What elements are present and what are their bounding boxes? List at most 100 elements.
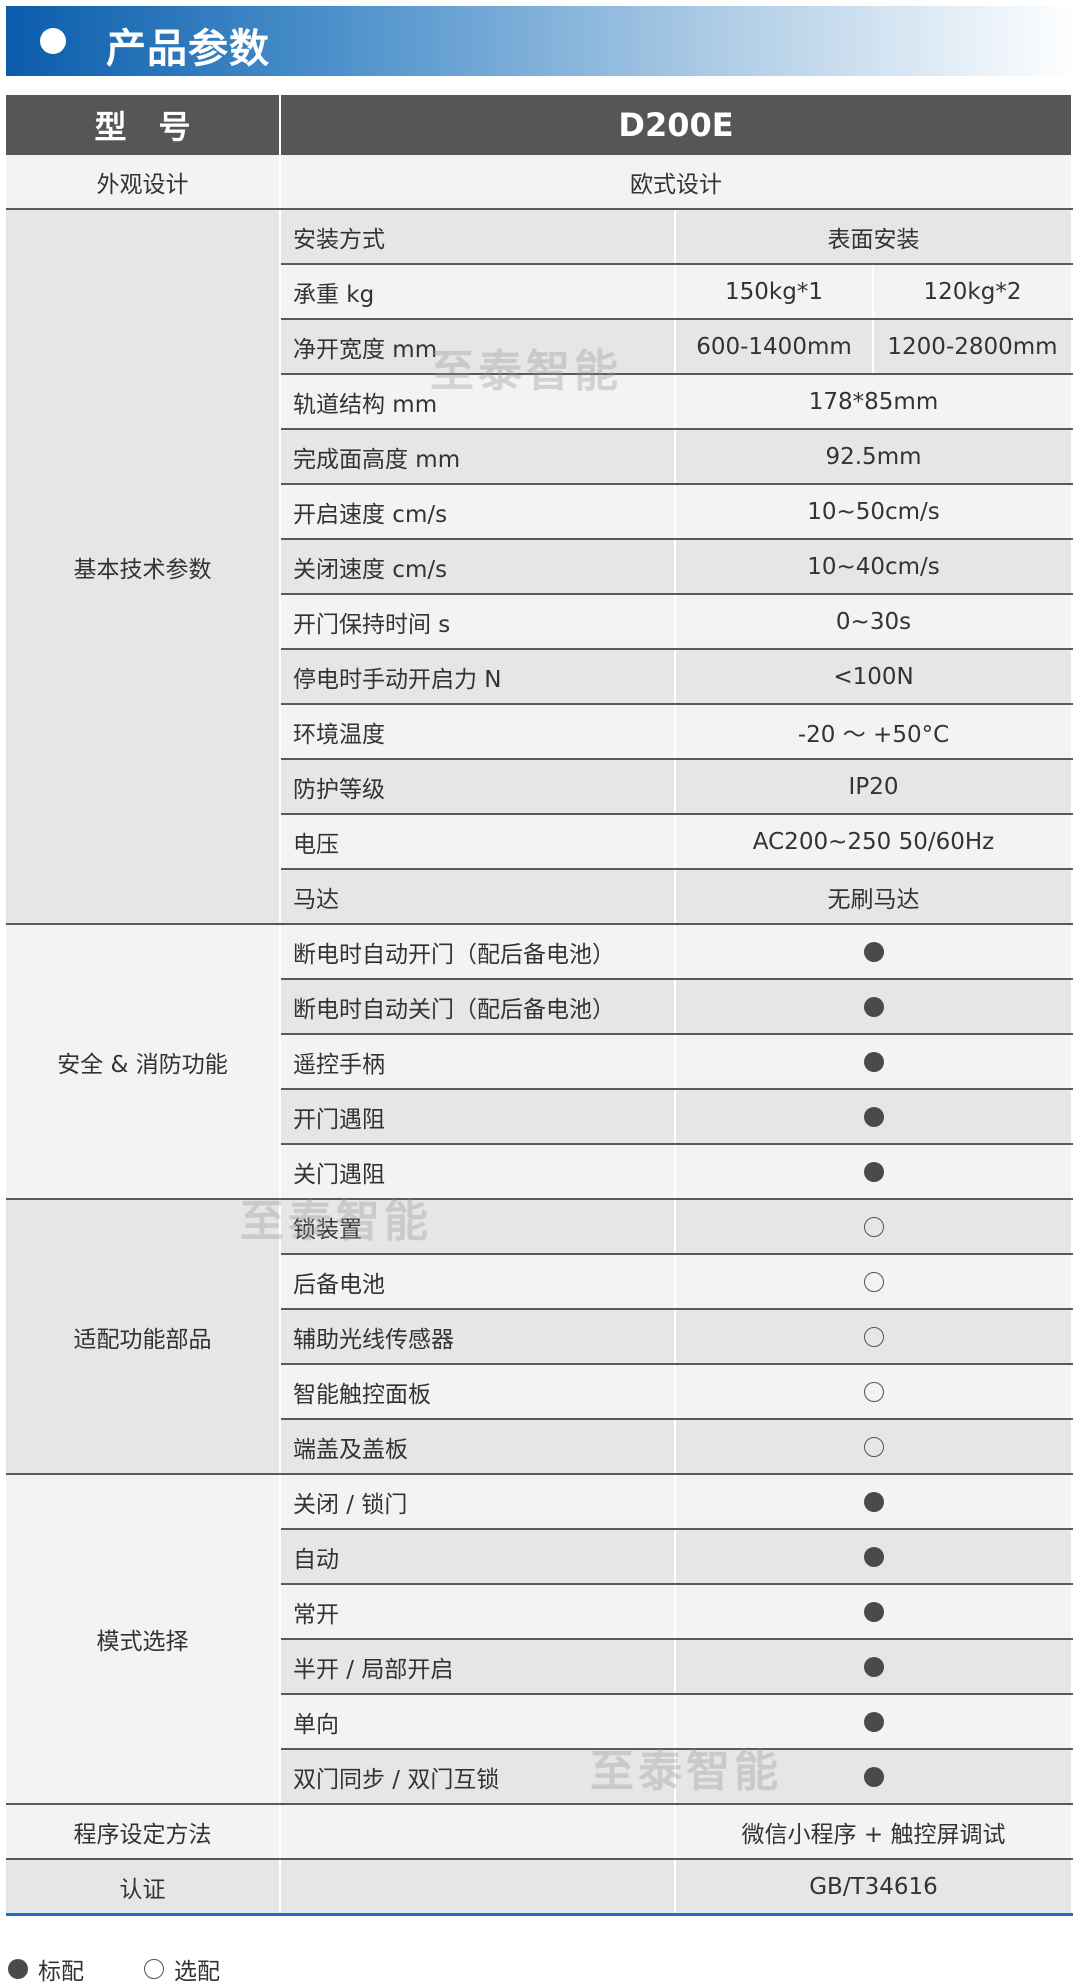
group-label: 适配功能部品 (6, 1199, 281, 1475)
param-name: 完成面高度 mm (280, 429, 676, 485)
param-value: 10~40cm/s (675, 539, 1074, 595)
param-name: 开启速度 cm/s (280, 484, 676, 540)
param-name: 环境温度 (280, 704, 676, 760)
table-row: 后备电池 (6, 1254, 1074, 1310)
param-mark (675, 1144, 1074, 1200)
param-name: 断电时自动关门（配后备电池） (280, 979, 676, 1035)
param-name: 后备电池 (280, 1254, 676, 1310)
filled-circle-icon (863, 1657, 884, 1677)
legend: 标配 选配 (8, 1952, 220, 1986)
param-name: 辅助光线传感器 (280, 1309, 676, 1365)
filled-circle-icon (863, 1602, 884, 1622)
row-label: 外观设计 (6, 155, 281, 210)
param-name: 开门保持时间 s (280, 594, 676, 650)
table-row: 遥控手柄 (6, 1034, 1074, 1090)
param-mark (675, 1529, 1074, 1585)
table-row: 断电时自动关门（配后备电池） (6, 979, 1074, 1035)
param-mark (675, 924, 1074, 980)
param-name: 关门遇阻 (280, 1144, 676, 1200)
param-mark (675, 1749, 1074, 1805)
param-name: 端盖及盖板 (280, 1419, 676, 1475)
group-label: 安全 & 消防功能 (6, 924, 281, 1200)
param-mark (675, 1584, 1074, 1640)
filled-circle-icon (863, 1052, 884, 1072)
table-row: 关门遇阻 (6, 1144, 1074, 1200)
param-value: 1200-2800mm (873, 319, 1074, 375)
param-name: 常开 (280, 1584, 676, 1640)
param-mark (675, 1474, 1074, 1530)
empty-circle-icon (863, 1382, 884, 1402)
row-empty (280, 1859, 676, 1916)
group-label: 基本技术参数 (6, 209, 281, 925)
param-mark (675, 1254, 1074, 1310)
spec-table: 型 号 D200E 外观设计 欧式设计 基本技术参数 安装方式 表面安装 承重 kg 150… (6, 95, 1074, 1916)
param-name: 关闭速度 cm/s (280, 539, 676, 595)
table-row: 承重 kg 150kg*1 120kg*2 (6, 264, 1074, 320)
table-row: 安全 & 消防功能 断电时自动开门（配后备电池） (6, 924, 1074, 1200)
param-value: 无刷马达 (675, 869, 1074, 925)
table-row: 开门保持时间 s 0~30s (6, 594, 1074, 650)
table-row: 自动 (6, 1529, 1074, 1585)
legend-standard: 标配 (38, 1959, 84, 1985)
param-mark (675, 1199, 1074, 1255)
empty-circle-icon (863, 1437, 884, 1457)
section-banner: 产品参数 (6, 6, 1076, 76)
table-row: 基本技术参数 安装方式 表面安装 (6, 209, 1074, 925)
param-value: 0~30s (675, 594, 1074, 650)
table-row: 马达 无刷马达 (6, 869, 1074, 925)
filled-circle-icon (863, 1712, 884, 1732)
param-value: IP20 (675, 759, 1074, 815)
param-value: -20 ～ +50°C (675, 704, 1074, 760)
table-row: 认证 GB/T34616 (6, 1859, 1074, 1916)
table-row: 关闭速度 cm/s 10~40cm/s (6, 539, 1074, 595)
row-label: 程序设定方法 (6, 1804, 281, 1860)
param-value: 120kg*2 (873, 264, 1074, 320)
table-row: 防护等级 IP20 (6, 759, 1074, 815)
param-name: 马达 (280, 869, 676, 925)
empty-circle-icon (863, 1327, 884, 1347)
table-row: 开启速度 cm/s 10~50cm/s (6, 484, 1074, 540)
param-name: 开门遇阻 (280, 1089, 676, 1145)
table-row: 常开 (6, 1584, 1074, 1640)
param-name: 自动 (280, 1529, 676, 1585)
table-header: 型 号 D200E (6, 95, 1074, 155)
param-name: 锁装置 (280, 1199, 676, 1255)
param-mark (675, 1089, 1074, 1145)
param-name: 轨道结构 mm (280, 374, 676, 430)
param-mark (675, 1309, 1074, 1365)
param-name: 关闭 / 锁门 (280, 1474, 676, 1530)
param-name: 单向 (280, 1694, 676, 1750)
filled-circle-icon (8, 1959, 28, 1979)
table-row: 完成面高度 mm 92.5mm (6, 429, 1074, 485)
filled-circle-icon (863, 1162, 884, 1182)
table-row: 电压 AC200~250 50/60Hz (6, 814, 1074, 870)
filled-circle-icon (863, 942, 884, 962)
row-value: 欧式设计 (280, 155, 1074, 210)
table-row: 外观设计 欧式设计 (6, 155, 1074, 210)
param-mark (675, 1639, 1074, 1695)
param-name: 半开 / 局部开启 (280, 1639, 676, 1695)
param-name: 防护等级 (280, 759, 676, 815)
table-row: 程序设定方法 微信小程序 + 触控屏调试 (6, 1804, 1074, 1860)
param-value: AC200~250 50/60Hz (675, 814, 1074, 870)
table-row: 辅助光线传感器 (6, 1309, 1074, 1365)
param-name: 智能触控面板 (280, 1364, 676, 1420)
table-row: 端盖及盖板 (6, 1419, 1074, 1475)
param-value: 600-1400mm (675, 319, 874, 375)
param-mark (675, 1034, 1074, 1090)
table-row: 单向 (6, 1694, 1074, 1750)
row-label: 认证 (6, 1859, 281, 1916)
param-name: 承重 kg (280, 264, 676, 320)
param-mark (675, 1364, 1074, 1420)
param-value: <100N (675, 649, 1074, 705)
param-value: 10~50cm/s (675, 484, 1074, 540)
param-name: 停电时手动开启力 N (280, 649, 676, 705)
filled-circle-icon (863, 1492, 884, 1512)
param-value: 150kg*1 (675, 264, 874, 320)
table-row: 开门遇阻 (6, 1089, 1074, 1145)
param-value: 92.5mm (675, 429, 1074, 485)
table-row: 双门同步 / 双门互锁 (6, 1749, 1074, 1805)
row-empty (280, 1804, 676, 1860)
filled-circle-icon (863, 1767, 884, 1787)
param-value: 表面安装 (675, 209, 1074, 265)
